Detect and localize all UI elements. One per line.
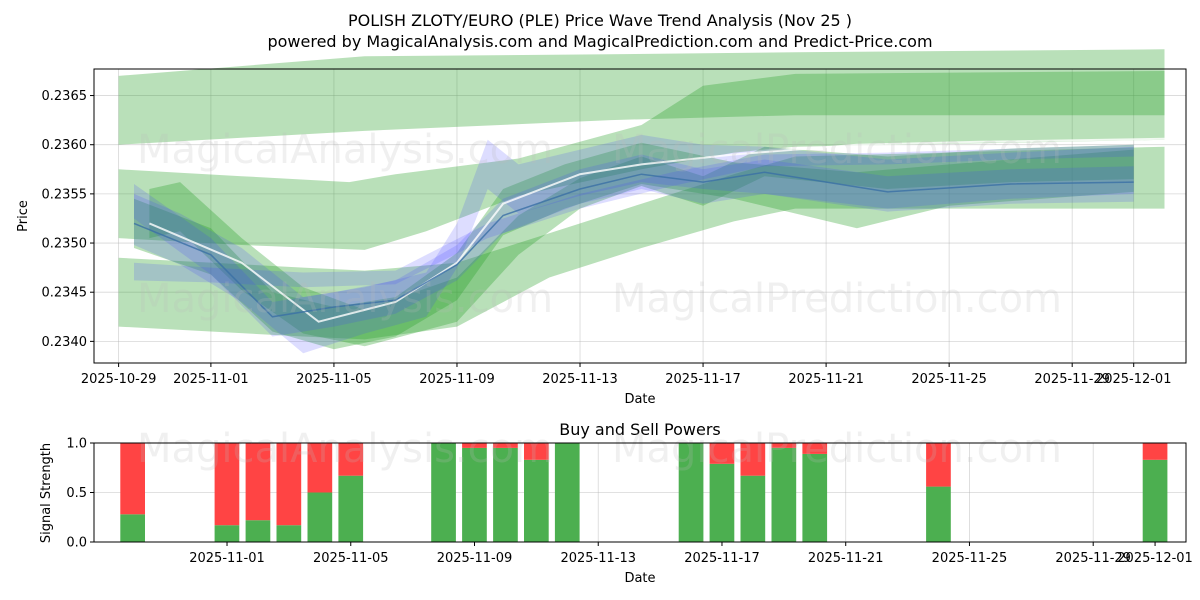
- buy-bar: [740, 475, 766, 542]
- sell-bar: [462, 443, 487, 448]
- buy-sell-bars: [120, 443, 1168, 542]
- watermark-prediction-mid: MagicalPrediction.com: [612, 276, 1062, 322]
- blue-wave-band: [134, 144, 1134, 288]
- price-chart-frame: [93, 68, 1187, 364]
- buy-bar: [554, 443, 580, 542]
- buy-sell-title: Buy and Sell Powers: [559, 420, 721, 439]
- price-grid: [94, 69, 1186, 363]
- buy-bar: [678, 443, 704, 542]
- price-y-tick-label: 0.2350: [42, 237, 88, 252]
- price-chart-background: [94, 69, 1186, 363]
- price-x-tick-label: 2025-11-13: [542, 372, 618, 387]
- buy-sell-x-tick-label: 2025-11-05: [313, 551, 389, 566]
- watermark-analysis-top: MagicalAnalysis.com: [137, 127, 553, 173]
- price-y-tick-label: 0.2365: [42, 89, 88, 104]
- watermark-prediction-top: MagicalPrediction.com: [612, 127, 1062, 173]
- trend-line: [133, 171, 1134, 318]
- buy-bar: [802, 453, 828, 542]
- sell-bar: [245, 443, 271, 521]
- sell-bar: [1142, 443, 1168, 460]
- sell-bar: [307, 443, 333, 493]
- sell-bar: [338, 443, 364, 476]
- main-subtitle: powered by MagicalAnalysis.com and Magic…: [267, 32, 932, 51]
- price-x-tick-label: 2025-11-17: [665, 372, 741, 387]
- buy-sell-y-label: Signal Strength: [39, 443, 54, 543]
- buy-bar: [524, 459, 549, 542]
- price-bands: [118, 49, 1165, 354]
- price-x-tick-label: 2025-11-25: [911, 372, 987, 387]
- green-wave-band: [118, 49, 1165, 145]
- blue-wave-band: [134, 134, 1134, 354]
- sell-bar: [802, 443, 828, 454]
- buy-bar: [431, 443, 456, 542]
- buy-sell-x-tick-label: 2025-11-29: [1055, 551, 1131, 566]
- green-wave-band: [118, 146, 1165, 340]
- price-chart: MagicalAnalysis.com MagicalPrediction.co…: [16, 49, 1187, 407]
- sell-bar: [740, 443, 766, 476]
- sell-bar: [276, 443, 302, 526]
- price-x-tick-label: 2025-11-01: [173, 372, 249, 387]
- price-y-label: Price: [16, 200, 31, 232]
- buy-sell-x-tick-label: 2025-11-21: [808, 551, 884, 566]
- buy-sell-y-tick-label: 0.0: [66, 536, 87, 551]
- buy-bar: [462, 447, 487, 542]
- sell-bar: [709, 443, 735, 464]
- sell-bar: [493, 443, 518, 448]
- buy-sell-x-tick-label: 2025-11-17: [684, 551, 760, 566]
- sell-bar: [926, 443, 951, 487]
- buy-bar: [276, 525, 302, 542]
- sell-bar: [524, 443, 549, 460]
- price-x-tick-label: 2025-10-29: [81, 372, 157, 387]
- price-lines: [133, 137, 1165, 323]
- sell-bar: [214, 443, 240, 526]
- price-y-tick-label: 0.2345: [42, 286, 88, 301]
- buy-bar: [214, 525, 240, 542]
- buy-bar: [771, 447, 797, 542]
- green-wave-band: [118, 71, 1165, 250]
- main-title: POLISH ZLOTY/EURO (PLE) Price Wave Trend…: [348, 11, 852, 30]
- buy-sell-axis-ticks: 2025-11-01 2025-11-05 2025-11-09 2025-11-13…: [66, 437, 1193, 567]
- green-wave-band: [149, 144, 1134, 347]
- price-axis-ticks: 2025-10-29 2025-11-01 2025-11-05 2025-11-09…: [42, 89, 1172, 387]
- price-x-tick-label: 2025-12-01: [1096, 372, 1172, 387]
- watermark-analysis-bottom: MagicalAnalysis.com: [137, 426, 553, 472]
- buy-sell-y-tick-label: 0.5: [66, 486, 87, 501]
- price-x-label: Date: [624, 392, 655, 407]
- buy-sell-x-tick-label: 2025-11-25: [932, 551, 1008, 566]
- buy-sell-x-tick-label: 2025-11-09: [437, 551, 513, 566]
- sell-bar: [120, 443, 145, 515]
- watermark-prediction-bottom: MagicalPrediction.com: [612, 426, 1062, 472]
- price-x-tick-label: 2025-11-21: [788, 372, 864, 387]
- price-x-tick-label: 2025-11-09: [419, 372, 495, 387]
- price-y-tick-label: 0.2360: [42, 138, 88, 153]
- buy-sell-x-label: Date: [624, 571, 655, 586]
- buy-bar: [1142, 459, 1168, 542]
- buy-sell-x-tick-label: 2025-12-01: [1117, 551, 1193, 566]
- sell-bar: [771, 443, 797, 448]
- buy-sell-x-tick-label: 2025-11-13: [560, 551, 636, 566]
- buy-sell-chart: Buy and Sell Powers MagicalAnalysis.com …: [39, 420, 1193, 586]
- buy-bar: [120, 514, 145, 542]
- buy-bar: [709, 463, 735, 542]
- price-x-tick-label: 2025-11-29: [1034, 372, 1110, 387]
- buy-bar: [493, 447, 518, 542]
- blue-wave-band: [134, 154, 1134, 337]
- watermark-analysis-mid: MagicalAnalysis.com: [137, 276, 553, 322]
- buy-bar: [307, 492, 333, 542]
- buy-bar: [338, 475, 364, 542]
- buy-sell-y-tick-label: 1.0: [66, 437, 87, 452]
- price-y-tick-label: 0.2355: [42, 187, 88, 202]
- green-wave-band: [134, 142, 1134, 350]
- buy-bar: [926, 486, 951, 542]
- buy-bar: [245, 520, 271, 542]
- price-y-tick-label: 0.2340: [42, 335, 88, 350]
- price-x-tick-label: 2025-11-05: [296, 372, 372, 387]
- buy-sell-x-tick-label: 2025-11-01: [189, 551, 265, 566]
